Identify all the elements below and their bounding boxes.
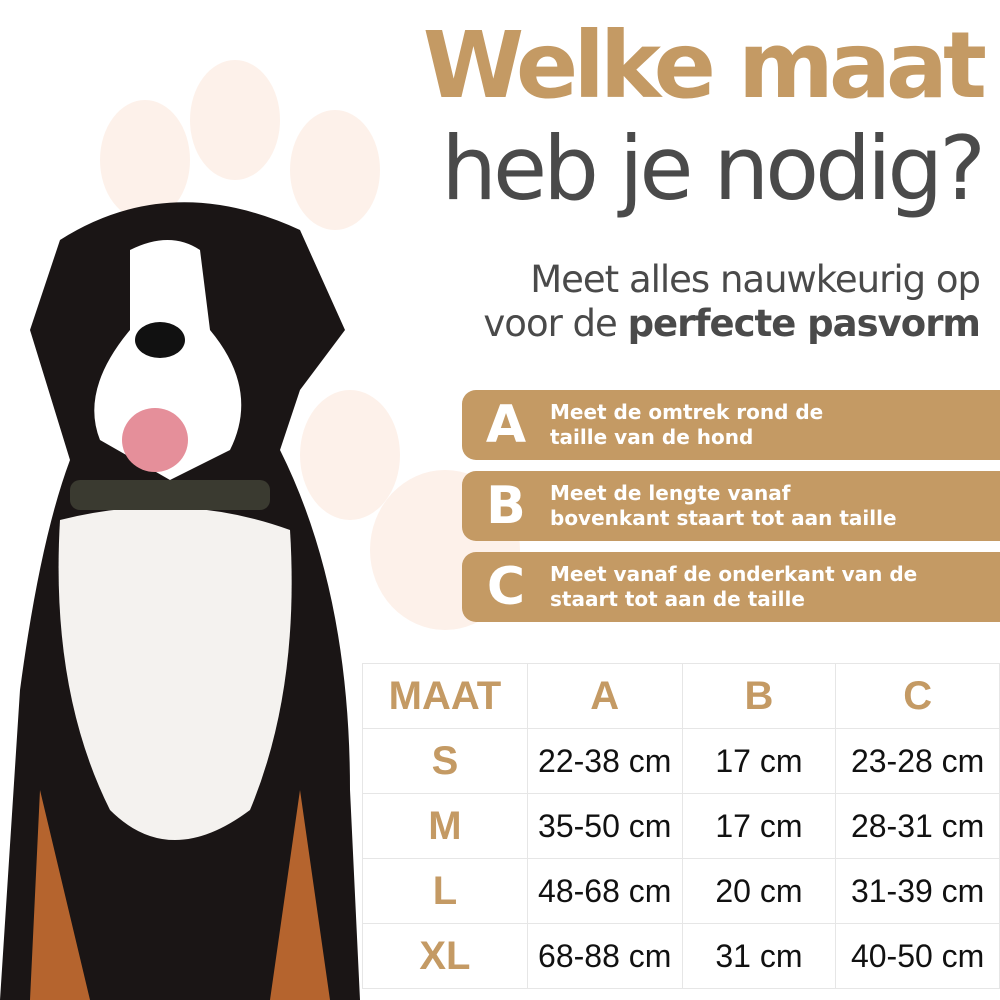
- header-cell: C: [835, 663, 1000, 729]
- step-text: taille van de hond: [550, 425, 754, 449]
- table-row: L 48-68 cm 20 cm 31-39 cm: [362, 858, 1000, 924]
- cell: 17 cm: [681, 728, 837, 794]
- step-a-banner: A Meet de omtrek rond de taille van de ho…: [462, 390, 1000, 460]
- size-cell: L: [362, 858, 528, 924]
- cell: 31 cm: [681, 923, 837, 989]
- subtitle-line1: Meet alles nauwkeurig op: [530, 258, 981, 301]
- paw-print-bg: [300, 390, 400, 520]
- step-c-banner: C Meet vanaf de onderkant van de staart t…: [462, 552, 1000, 622]
- paw-print-bg: [100, 100, 190, 220]
- dog-photo: [0, 202, 360, 1000]
- step-letter: C: [486, 557, 526, 617]
- cell: 68-88 cm: [526, 923, 683, 989]
- cell: 17 cm: [681, 793, 837, 859]
- size-cell: XL: [362, 923, 528, 989]
- table-row: M 35-50 cm 17 cm 28-31 cm: [362, 793, 1000, 859]
- cell: 48-68 cm: [526, 858, 683, 924]
- step-text: staart tot aan de taille: [550, 587, 805, 611]
- table-header: MAAT A B C: [362, 663, 1000, 729]
- step-text: Meet de omtrek rond de: [550, 400, 824, 424]
- paw-print-bg: [190, 60, 280, 180]
- paw-print-bg: [290, 110, 380, 230]
- table-row: S 22-38 cm 17 cm 23-28 cm: [362, 728, 1000, 794]
- subtitle: Meet alles nauwkeurig op voor de perfect…: [483, 258, 981, 346]
- header-cell: A: [526, 663, 683, 729]
- cell: 40-50 cm: [835, 923, 1000, 989]
- cell: 28-31 cm: [835, 793, 1000, 859]
- subtitle-bold: perfecte pasvorm: [627, 302, 981, 345]
- cell: 20 cm: [681, 858, 837, 924]
- step-letter: B: [486, 476, 526, 536]
- size-cell: S: [362, 728, 528, 794]
- step-b-banner: B Meet de lengte vanaf bovenkant staart t…: [462, 471, 1000, 541]
- size-cell: M: [362, 793, 528, 859]
- size-table: MAAT A B C S 22-38 cm 17 cm 23-28 cm M 35-50…: [362, 663, 1000, 989]
- subtitle-line2: voor de: [483, 302, 628, 345]
- cell: 22-38 cm: [526, 728, 683, 794]
- header-cell: B: [681, 663, 837, 729]
- cell: 23-28 cm: [835, 728, 1000, 794]
- title-line1: Welke maat: [422, 12, 987, 119]
- step-text: bovenkant staart tot aan taille: [550, 506, 897, 530]
- header-cell: MAAT: [362, 663, 528, 729]
- step-text: Meet de lengte vanaf: [550, 481, 791, 505]
- cell: 35-50 cm: [526, 793, 683, 859]
- table-row: XL 68-88 cm 31 cm 40-50 cm: [362, 923, 1000, 989]
- cell: 31-39 cm: [835, 858, 1000, 924]
- step-letter: A: [485, 395, 527, 455]
- title-line2: heb je nodig?: [441, 117, 986, 220]
- step-text: Meet vanaf de onderkant van de: [550, 562, 918, 586]
